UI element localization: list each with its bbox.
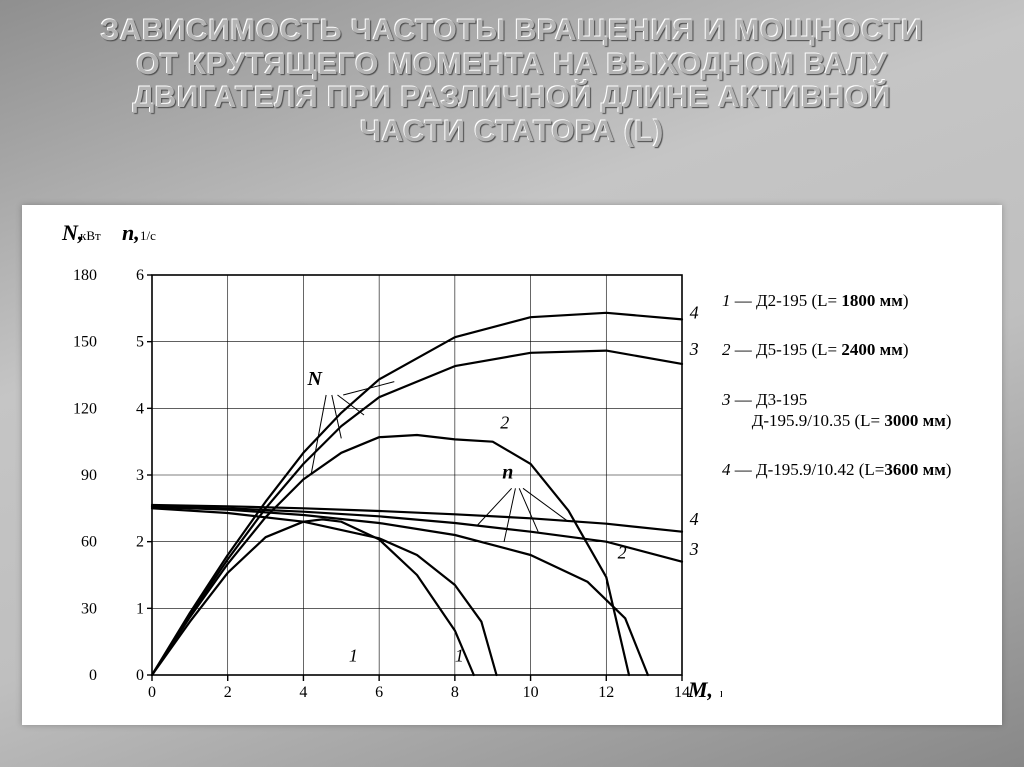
svg-text:150: 150: [73, 334, 97, 351]
legend-desc: — Д-195.9/10.42 (L=3600 мм): [731, 460, 952, 479]
svg-text:4: 4: [299, 684, 307, 701]
legend-item-4: 4 — Д-195.9/10.42 (L=3600 мм): [722, 459, 992, 480]
svg-text:0: 0: [136, 667, 144, 684]
legend-item-1: 1 — Д2-195 (L= 1800 мм): [722, 290, 992, 311]
legend-num: 1: [722, 291, 731, 310]
legend-item-3: 3 — Д3-195 Д-195.9/10.35 (L= 3000 мм): [722, 389, 992, 432]
slide-title: ЗАВИСИМОСТЬ ЧАСТОТЫ ВРАЩЕНИЯ И МОЩНОСТИ …: [0, 0, 1024, 148]
svg-text:0: 0: [148, 684, 156, 701]
svg-text:4: 4: [690, 509, 699, 529]
svg-text:6: 6: [136, 267, 144, 284]
svg-text:1: 1: [136, 600, 144, 617]
legend: 1 — Д2-195 (L= 1800 мм) 2 — Д5-195 (L= 2…: [722, 290, 992, 508]
svg-text:6: 6: [375, 684, 383, 701]
svg-text:кН·м: кН·м: [720, 685, 722, 700]
legend-num: 3: [722, 390, 731, 409]
svg-text:2: 2: [500, 412, 509, 432]
legend-item-2: 2 — Д5-195 (L= 2400 мм): [722, 339, 992, 360]
svg-text:N: N: [307, 368, 324, 390]
svg-text:1: 1: [349, 646, 358, 666]
svg-text:4: 4: [690, 302, 699, 322]
title-line: ЧАСТИ СТАТОРА (L): [360, 115, 664, 148]
svg-text:120: 120: [73, 400, 97, 417]
svg-text:60: 60: [81, 534, 97, 551]
svg-text:3: 3: [136, 467, 144, 484]
legend-num: 4: [722, 460, 731, 479]
svg-text:0: 0: [89, 667, 97, 684]
chart-card: 0246810121401234560306090120150180N,кВтn…: [22, 205, 1002, 725]
svg-text:4: 4: [136, 400, 144, 417]
svg-text:30: 30: [81, 600, 97, 617]
svg-text:1: 1: [455, 646, 464, 666]
title-line: ОТ КРУТЯЩЕГО МОМЕНТА НА ВЫХОДНОМ ВАЛУ: [136, 48, 887, 81]
svg-text:5: 5: [136, 334, 144, 351]
legend-desc: — Д5-195 (L= 2400 мм): [731, 340, 909, 359]
chart-svg: 0246810121401234560306090120150180N,кВтn…: [22, 205, 722, 725]
svg-text:90: 90: [81, 467, 97, 484]
slide: ЗАВИСИМОСТЬ ЧАСТОТЫ ВРАЩЕНИЯ И МОЩНОСТИ …: [0, 0, 1024, 767]
title-line: ЗАВИСИМОСТЬ ЧАСТОТЫ ВРАЩЕНИЯ И МОЩНОСТИ: [101, 14, 924, 47]
title-line: ДВИГАТЕЛЯ ПРИ РАЗЛИЧНОЙ ДЛИНЕ АКТИВНОЙ: [133, 81, 891, 114]
svg-text:3: 3: [689, 539, 699, 559]
legend-num: 2: [722, 340, 731, 359]
legend-desc: — Д3-195 Д-195.9/10.35 (L= 3000 мм): [722, 390, 951, 430]
svg-text:3: 3: [689, 339, 699, 359]
svg-text:180: 180: [73, 267, 97, 284]
svg-text:n: n: [502, 461, 513, 483]
svg-text:2: 2: [136, 534, 144, 551]
legend-desc: — Д2-195 (L= 1800 мм): [731, 291, 909, 310]
svg-text:2: 2: [618, 542, 627, 562]
svg-text:2: 2: [224, 684, 232, 701]
svg-text:12: 12: [598, 684, 614, 701]
svg-text:10: 10: [523, 684, 539, 701]
svg-text:M,: M,: [687, 677, 713, 702]
svg-text:n,: n,: [122, 220, 140, 245]
svg-text:1/с: 1/с: [140, 228, 156, 243]
svg-text:8: 8: [451, 684, 459, 701]
svg-text:кВт: кВт: [80, 228, 101, 243]
